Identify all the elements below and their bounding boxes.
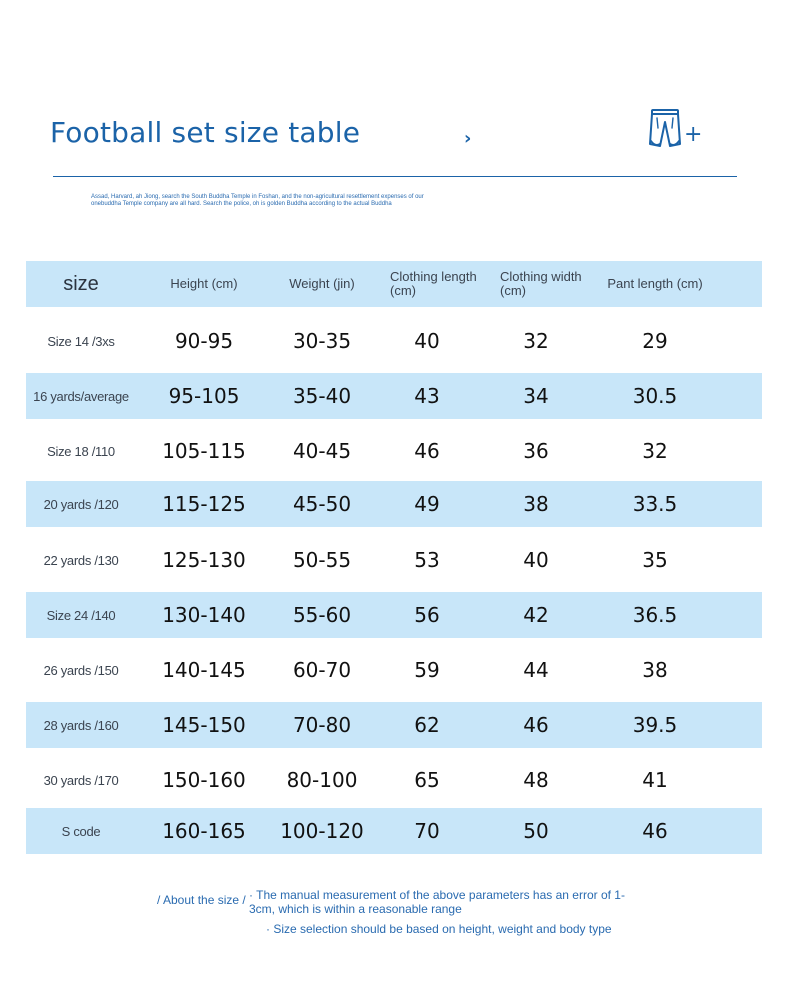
weight-cell: 55-60 — [292, 603, 352, 627]
height-cell: 130-140 — [162, 603, 246, 627]
pant-length-cell: 39.5 — [632, 713, 678, 737]
column-header-clothing-length: Clothing length (cm) — [390, 269, 477, 298]
clothing-length-cell: 70 — [414, 819, 440, 843]
size-cell: 30 yards /170 — [43, 772, 119, 788]
clothing-width-cell: 50 — [523, 819, 549, 843]
table-header-row: size Height (cm) Weight (jin) Clothing l… — [26, 261, 762, 307]
clothing-length-cell: 53 — [414, 548, 440, 572]
clothing-length-cell: 59 — [414, 658, 440, 682]
clothing-width-cell: 40 — [523, 548, 549, 572]
table-row: 30 yards /170 150-160 80-100 65 48 41 — [26, 757, 762, 803]
clothing-width-cell: 46 — [523, 713, 549, 737]
clothing-width-cell: 38 — [523, 492, 549, 516]
size-cell: Size 18 /110 — [47, 443, 115, 459]
plus-sign: + — [684, 122, 702, 147]
table-row: Size 14 /3xs 90-95 30-35 40 32 29 — [26, 318, 762, 364]
size-cell: S code — [61, 823, 101, 839]
size-cell: Size 14 /3xs — [47, 333, 115, 349]
clothing-width-cell: 44 — [523, 658, 549, 682]
clothing-length-cell: 43 — [414, 384, 440, 408]
size-cell: 28 yards /160 — [43, 717, 119, 733]
weight-cell: 35-40 — [292, 384, 352, 408]
clothing-width-cell: 32 — [523, 329, 549, 353]
column-header-height: Height (cm) — [170, 276, 238, 291]
height-cell: 95-105 — [168, 384, 240, 408]
chevron-right-icon: › — [464, 128, 472, 149]
height-cell: 150-160 — [162, 768, 246, 792]
size-cell: 16 yards/average — [33, 388, 129, 404]
height-cell: 145-150 — [162, 713, 246, 737]
page-title: Football set size table — [50, 116, 361, 149]
clothing-length-cell: 62 — [414, 713, 440, 737]
clothing-length-cell: 49 — [414, 492, 440, 516]
clothing-length-cell: 46 — [414, 439, 440, 463]
height-cell: 105-115 — [162, 439, 246, 463]
pant-length-cell: 38 — [642, 658, 668, 682]
table-row: Size 18 /110 105-115 40-45 46 36 32 — [26, 428, 762, 474]
clothing-width-cell: 34 — [523, 384, 549, 408]
pant-length-cell: 36.5 — [632, 603, 678, 627]
weight-cell: 70-80 — [292, 713, 352, 737]
column-header-clothing-width: Clothing width (cm) — [500, 269, 582, 298]
size-note-1: · The manual measurement of the above pa… — [249, 888, 625, 916]
clothing-length-cell: 40 — [414, 329, 440, 353]
weight-cell: 30-35 — [292, 329, 352, 353]
pant-length-cell: 41 — [642, 768, 668, 792]
clothing-width-cell: 42 — [523, 603, 549, 627]
height-cell: 125-130 — [162, 548, 246, 572]
weight-cell: 50-55 — [292, 548, 352, 572]
weight-cell: 45-50 — [292, 492, 352, 516]
size-cell: 20 yards /120 — [43, 496, 119, 512]
height-cell: 140-145 — [162, 658, 246, 682]
table-row: 20 yards /120 115-125 45-50 49 38 33.5 — [26, 481, 762, 527]
size-cell: Size 24 /140 — [46, 607, 116, 623]
clothing-width-cell: 48 — [523, 768, 549, 792]
clothing-width-cell: 36 — [523, 439, 549, 463]
clothing-length-cell: 65 — [414, 768, 440, 792]
size-cell: 22 yards /130 — [43, 552, 119, 568]
height-cell: 90-95 — [174, 329, 234, 353]
table-row: 28 yards /160 145-150 70-80 62 46 39.5 — [26, 702, 762, 748]
height-cell: 160-165 — [162, 819, 246, 843]
pant-length-cell: 33.5 — [632, 492, 678, 516]
table-row: 22 yards /130 125-130 50-55 53 40 35 — [26, 537, 762, 583]
column-header-pant-length: Pant length (cm) — [607, 276, 703, 291]
pants-icon: + — [649, 109, 702, 147]
size-note-2: · Size selection should be based on heig… — [266, 922, 612, 936]
table-row: S code 160-165 100-120 70 50 46 — [26, 808, 762, 854]
weight-cell: 40-45 — [292, 439, 352, 463]
header-note: Assad, Harvard, ah Jiong, search the Sou… — [91, 194, 424, 207]
about-size-label: / About the size / — [157, 893, 246, 907]
pant-length-cell: 29 — [642, 329, 668, 353]
pant-length-cell: 35 — [642, 548, 668, 572]
pant-length-cell: 30.5 — [632, 384, 678, 408]
table-row: 26 yards /150 140-145 60-70 59 44 38 — [26, 647, 762, 693]
weight-cell: 60-70 — [292, 658, 352, 682]
weight-cell: 100-120 — [280, 819, 364, 843]
height-cell: 115-125 — [162, 492, 246, 516]
column-header-size: size — [63, 272, 99, 295]
title-divider — [53, 176, 737, 177]
table-row: 16 yards/average 95-105 35-40 43 34 30.5 — [26, 373, 762, 419]
pant-length-cell: 46 — [642, 819, 668, 843]
weight-cell: 80-100 — [286, 768, 358, 792]
table-row: Size 24 /140 130-140 55-60 56 42 36.5 — [26, 592, 762, 638]
size-cell: 26 yards /150 — [43, 662, 119, 678]
column-header-weight: Weight (jin) — [289, 276, 355, 291]
clothing-length-cell: 56 — [414, 603, 440, 627]
pant-length-cell: 32 — [642, 439, 668, 463]
